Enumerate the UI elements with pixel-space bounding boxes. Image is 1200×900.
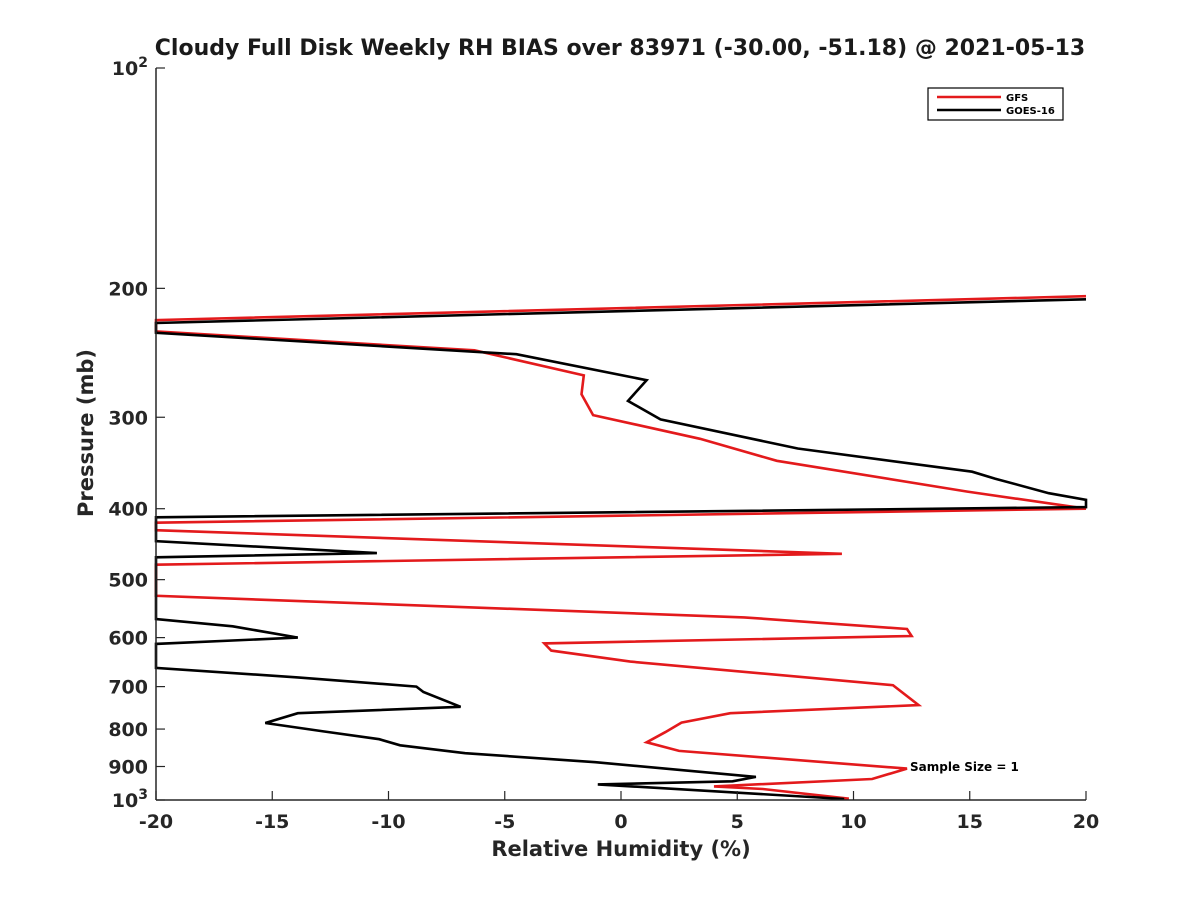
x-tick-label: -10 bbox=[371, 811, 405, 833]
legend-label-goes16: GOES-16 bbox=[1006, 106, 1055, 117]
legend: GFS GOES-16 bbox=[927, 87, 1064, 121]
x-axis-ticks: -20 -15 -10 -5 0 5 10 15 20 bbox=[139, 791, 1099, 833]
plot-area: -20 -15 -10 -5 0 5 10 15 20 102 200 300 400 500 600 70… bbox=[108, 55, 1099, 833]
y-tick-label: 500 bbox=[108, 570, 148, 592]
legend-label-gfs: GFS bbox=[1006, 93, 1028, 104]
x-tick-label: -20 bbox=[139, 811, 173, 833]
y-tick-label: 200 bbox=[108, 278, 148, 300]
series-line-goes16 bbox=[154, 298, 1088, 801]
legend-box bbox=[927, 87, 1064, 121]
x-tick-label: 0 bbox=[614, 811, 627, 833]
y-tick-label: 700 bbox=[108, 677, 148, 699]
series-group bbox=[154, 294, 1088, 801]
x-axis-label: Relative Humidity (%) bbox=[491, 837, 750, 861]
y-tick-label: 300 bbox=[108, 407, 148, 429]
sample-size-annotation: Sample Size = 1 bbox=[910, 760, 1019, 774]
y-tick-label: 800 bbox=[108, 719, 148, 741]
axes bbox=[155, 68, 1086, 801]
y-tick-label: 400 bbox=[108, 499, 148, 521]
y-tick-label: 103 bbox=[112, 787, 148, 812]
y-tick-label: 600 bbox=[108, 628, 148, 650]
x-tick-label: 15 bbox=[957, 811, 983, 833]
x-tick-label: 5 bbox=[731, 811, 744, 833]
x-tick-label: -5 bbox=[494, 811, 515, 833]
series-line-gfs bbox=[154, 294, 1087, 800]
x-tick-label: 10 bbox=[840, 811, 866, 833]
y-axis-ticks: 102 200 300 400 500 600 700 800 900 103 bbox=[108, 55, 165, 812]
y-tick-label: 102 bbox=[112, 55, 148, 80]
chart-title: Cloudy Full Disk Weekly RH BIAS over 839… bbox=[155, 36, 1085, 61]
y-tick-label: 900 bbox=[108, 757, 148, 779]
x-tick-label: -15 bbox=[255, 811, 289, 833]
x-tick-label: 20 bbox=[1073, 811, 1099, 833]
y-axis-label: Pressure (mb) bbox=[74, 349, 98, 517]
